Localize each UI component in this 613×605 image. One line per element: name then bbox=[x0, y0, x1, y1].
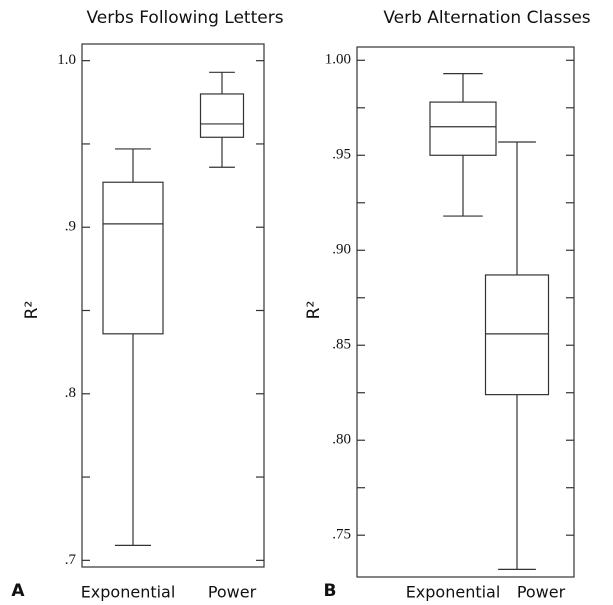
y-tick-label: .95 bbox=[332, 147, 351, 163]
y-tick-label: .9 bbox=[65, 219, 76, 235]
box bbox=[102, 181, 164, 335]
y-tick-label: .90 bbox=[332, 242, 351, 258]
x-tick-label: Exponential bbox=[81, 583, 176, 602]
y-tick-label: 1.00 bbox=[325, 52, 351, 68]
y-tick-label: .8 bbox=[65, 385, 76, 401]
panel-label: B bbox=[324, 581, 337, 601]
x-tick-label: Power bbox=[517, 583, 566, 602]
y-axis-label: R² bbox=[22, 301, 42, 320]
x-tick-label: Exponential bbox=[406, 583, 501, 602]
y-tick-label: .85 bbox=[332, 337, 351, 353]
plot-frame bbox=[356, 46, 575, 578]
box bbox=[484, 274, 550, 396]
y-axis-label: R² bbox=[304, 301, 324, 320]
y-tick-label: .75 bbox=[332, 527, 351, 543]
y-tick-label: 1.0 bbox=[57, 52, 76, 68]
panel-label: A bbox=[11, 581, 25, 601]
box bbox=[429, 101, 497, 156]
chart-title: Verb Alternation Classes bbox=[383, 8, 590, 28]
chart-title: Verbs Following Letters bbox=[86, 8, 283, 28]
y-tick-label: .80 bbox=[332, 432, 351, 448]
box bbox=[199, 93, 245, 138]
x-tick-label: Power bbox=[208, 583, 257, 602]
plot-frame bbox=[81, 43, 265, 568]
y-tick-label: .7 bbox=[65, 552, 77, 568]
